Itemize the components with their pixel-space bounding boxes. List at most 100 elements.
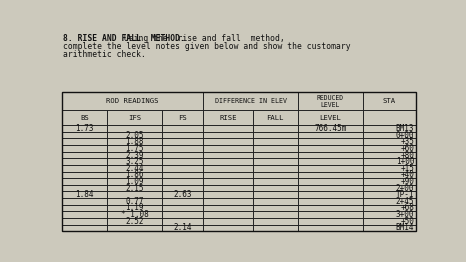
Bar [107, 139, 162, 145]
Text: +35: +35 [400, 137, 414, 146]
Text: RISE: RISE [219, 115, 237, 121]
Bar [253, 125, 298, 132]
Bar [204, 211, 253, 218]
Bar [204, 205, 253, 211]
Bar [298, 205, 363, 211]
Text: 1+00: 1+00 [396, 157, 414, 166]
Bar [253, 205, 298, 211]
Text: +68: +68 [400, 204, 414, 212]
Text: +60: +60 [400, 144, 414, 153]
Bar [162, 205, 204, 211]
Bar [253, 158, 298, 165]
Bar [204, 152, 253, 158]
Bar [62, 225, 107, 231]
Text: Using the  rise and fall  method,: Using the rise and fall method, [118, 35, 284, 43]
Bar [62, 165, 107, 172]
Bar [298, 218, 363, 225]
Bar [162, 165, 204, 172]
Text: +40: +40 [400, 170, 414, 179]
Text: 1.86: 1.86 [125, 170, 144, 179]
Bar [363, 178, 416, 185]
Bar [62, 178, 107, 185]
Text: 766.45m: 766.45m [314, 124, 346, 133]
Bar [363, 92, 416, 110]
Bar [204, 125, 253, 132]
Bar [298, 165, 363, 172]
Bar [363, 192, 416, 198]
Bar [298, 192, 363, 198]
Text: 2.14: 2.14 [173, 223, 192, 232]
Bar [363, 218, 416, 225]
Text: 2.63: 2.63 [173, 190, 192, 199]
Bar [253, 152, 298, 158]
Text: +80: +80 [400, 151, 414, 160]
Text: 2+00: 2+00 [396, 184, 414, 193]
Bar [363, 165, 416, 172]
Bar [107, 132, 162, 139]
Bar [204, 139, 253, 145]
Bar [162, 198, 204, 205]
Bar [62, 218, 107, 225]
Bar [107, 125, 162, 132]
Bar [253, 178, 298, 185]
Bar [298, 152, 363, 158]
Bar [62, 145, 107, 152]
Text: 1.88: 1.88 [125, 137, 144, 146]
Text: 2+45: 2+45 [396, 197, 414, 206]
Bar [253, 172, 298, 178]
Bar [204, 165, 253, 172]
Bar [162, 172, 204, 178]
Text: REDUCED
LEVEL: REDUCED LEVEL [317, 95, 344, 107]
Bar [363, 132, 416, 139]
Bar [107, 152, 162, 158]
Text: +15: +15 [400, 164, 414, 173]
Bar [253, 139, 298, 145]
Bar [363, 139, 416, 145]
Bar [162, 132, 204, 139]
Bar [204, 185, 253, 192]
Bar [253, 211, 298, 218]
Bar [162, 110, 204, 125]
Bar [162, 185, 204, 192]
Bar [107, 211, 162, 218]
Bar [162, 192, 204, 198]
Bar [62, 139, 107, 145]
Text: +50: +50 [400, 217, 414, 226]
Bar [363, 152, 416, 158]
Bar [363, 110, 416, 125]
Bar [298, 185, 363, 192]
Text: FS: FS [178, 115, 187, 121]
Bar [62, 152, 107, 158]
Bar [204, 192, 253, 198]
Bar [204, 198, 253, 205]
Bar [107, 172, 162, 178]
Bar [62, 192, 107, 198]
Text: 3.25: 3.25 [125, 157, 144, 166]
Bar [253, 185, 298, 192]
Bar [107, 178, 162, 185]
Bar [253, 132, 298, 139]
Bar [298, 132, 363, 139]
Text: ROD READINGS: ROD READINGS [106, 98, 159, 104]
Text: 3+00: 3+00 [396, 210, 414, 219]
Bar [363, 185, 416, 192]
Bar [363, 198, 416, 205]
Text: 2.52: 2.52 [125, 217, 144, 226]
Text: BM13: BM13 [396, 124, 414, 133]
Bar [62, 158, 107, 165]
Bar [62, 92, 416, 231]
Bar [253, 110, 298, 125]
Bar [253, 165, 298, 172]
Bar [107, 185, 162, 192]
Bar [62, 125, 107, 132]
Bar [298, 225, 363, 231]
Bar [62, 185, 107, 192]
Bar [162, 145, 204, 152]
Bar [107, 218, 162, 225]
Bar [107, 198, 162, 205]
Text: BS: BS [80, 115, 89, 121]
Bar [162, 139, 204, 145]
Bar [107, 205, 162, 211]
Bar [298, 92, 363, 110]
Text: TP-1: TP-1 [396, 190, 414, 199]
